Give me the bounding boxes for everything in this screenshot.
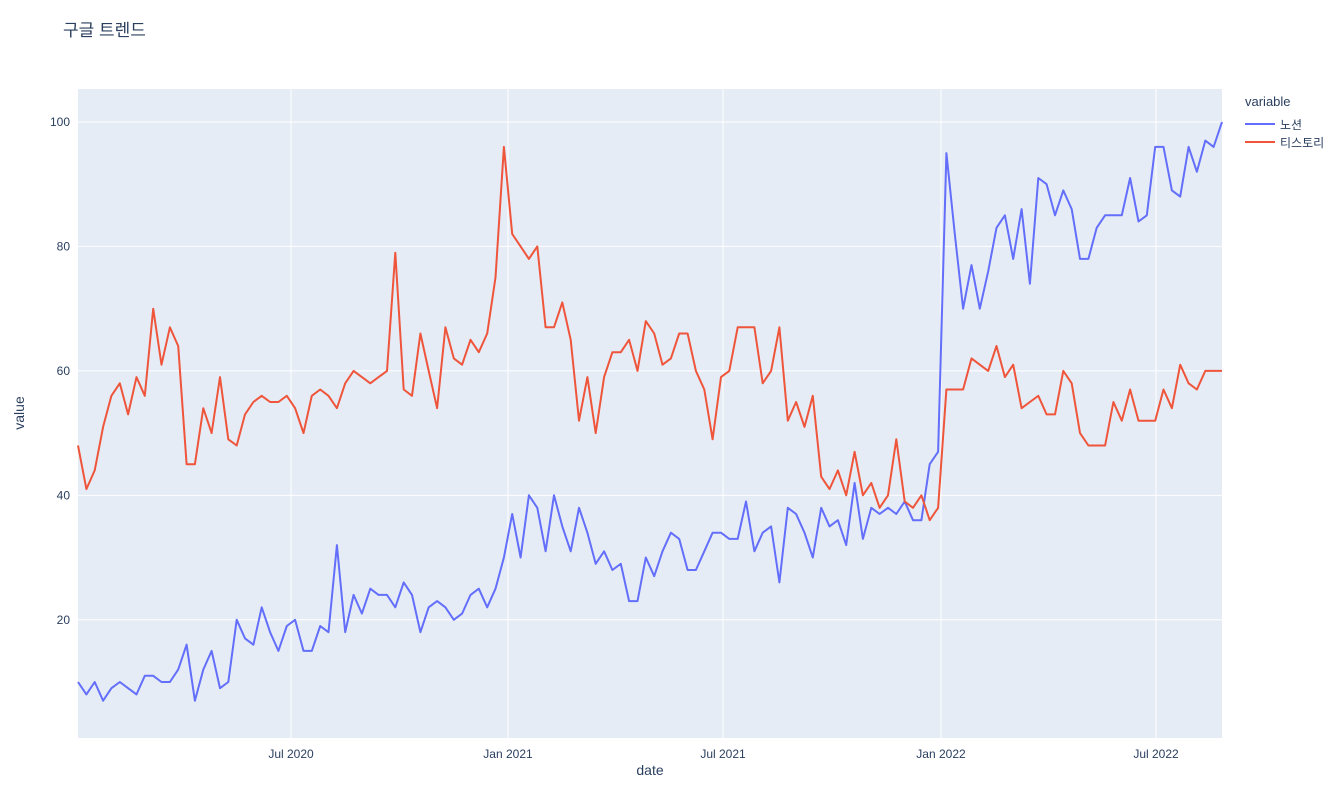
chart-title: 구글 트렌드: [63, 21, 146, 40]
legend-item-label: 노션: [1280, 117, 1303, 132]
tick-labels: 20 40 60 80 100 Jul 2020 Jan 2021 Jul 2021 Jan 2…: [50, 115, 1179, 761]
y-axis-title: value: [11, 396, 27, 430]
legend-item-label: 티스토리: [1280, 135, 1325, 150]
y-tick-label: 100: [50, 115, 70, 129]
x-axis-title: date: [636, 762, 663, 778]
y-tick-label: 20: [57, 613, 71, 627]
line-traces: [77, 121, 1223, 702]
trace-티스토리: [77, 145, 1222, 522]
legend-line-swatch: [1245, 141, 1275, 143]
legend-line-swatch: [1245, 123, 1275, 125]
x-tick-label: Jul 2022: [1133, 747, 1179, 761]
x-tick-label: Jan 2021: [483, 747, 533, 761]
legend-title: variable: [1245, 94, 1291, 109]
legend-item-노션[interactable]: 노션: [1245, 115, 1324, 133]
x-tick-label: Jan 2022: [916, 747, 966, 761]
y-tick-label: 80: [57, 239, 71, 253]
y-tick-label: 40: [57, 488, 71, 502]
legend-item-티스토리[interactable]: 티스토리: [1245, 133, 1324, 151]
x-tick-label: Jul 2021: [700, 747, 746, 761]
trace-노션: [77, 121, 1223, 702]
gridlines: [78, 89, 1222, 738]
y-tick-label: 60: [57, 364, 71, 378]
x-tick-label: Jul 2020: [268, 747, 314, 761]
